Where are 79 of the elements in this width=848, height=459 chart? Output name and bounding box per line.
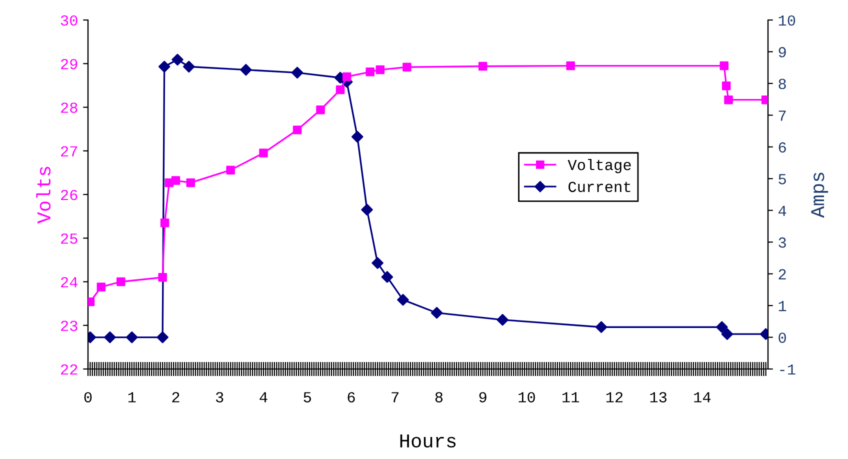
point — [291, 66, 304, 79]
y2-tick-label: 2 — [778, 269, 786, 280]
point — [372, 257, 384, 269]
y2-tick-label: 0 — [778, 332, 786, 343]
y-tick-label: 25 — [61, 233, 78, 244]
x-tick-label: 13 — [650, 392, 667, 402]
x-axis-title: Hours — [400, 434, 456, 448]
point — [158, 60, 170, 73]
y2-tick-label: 5 — [778, 174, 786, 184]
point — [566, 61, 575, 70]
y2-tick-label: 8 — [778, 78, 786, 90]
point — [496, 314, 508, 326]
x-tick-label: 1 — [128, 392, 136, 402]
y-tick-label: 26 — [61, 190, 78, 200]
point — [240, 64, 252, 76]
y2-tick-label: 1 — [778, 301, 786, 312]
point — [172, 54, 184, 66]
point — [595, 321, 608, 334]
point — [351, 130, 364, 143]
point — [156, 331, 168, 344]
point — [478, 62, 488, 71]
y2-tick-label: -1 — [780, 364, 796, 375]
point — [336, 85, 345, 94]
point — [160, 218, 170, 228]
point — [716, 321, 728, 334]
y2-tick-label: 6 — [778, 142, 786, 153]
point — [724, 95, 733, 104]
point — [402, 62, 412, 72]
y-axis-title: Volts — [36, 166, 51, 224]
y-tick-label: 30 — [60, 15, 78, 26]
y-tick-label: 22 — [61, 364, 78, 375]
point — [171, 176, 180, 185]
point — [397, 294, 409, 306]
y-tick-label: 29 — [61, 58, 78, 70]
point — [366, 68, 374, 76]
y-tick-label: 27 — [61, 146, 78, 156]
x-tick-label: 10 — [518, 392, 535, 402]
x-tick-label: 5 — [304, 392, 311, 402]
y2-tick-label: 10 — [778, 15, 796, 26]
x-tick-label: 0 — [84, 392, 92, 402]
y2-axis-title: Amps — [811, 172, 828, 218]
point — [721, 328, 734, 340]
y2-tick-label: 4 — [778, 206, 786, 216]
x-tick-label: 8 — [435, 392, 443, 402]
point — [361, 204, 373, 216]
x-tick-label: 14 — [694, 392, 711, 402]
point — [316, 106, 325, 114]
x-tick-label: 7 — [392, 392, 398, 402]
y2-tick-label: 9 — [778, 47, 786, 58]
point — [104, 331, 116, 344]
point — [158, 273, 167, 282]
point — [381, 271, 394, 283]
y2-tick-label: 3 — [778, 237, 786, 248]
point — [376, 65, 385, 74]
point — [126, 331, 138, 344]
point — [720, 61, 728, 70]
x-tick-label: 12 — [606, 392, 623, 402]
point — [722, 82, 731, 90]
y-tick-label: 24 — [61, 277, 78, 288]
point — [259, 148, 268, 158]
y-tick-label: 23 — [61, 320, 78, 332]
point — [292, 126, 302, 134]
point — [96, 282, 106, 292]
legend-label: Voltage — [568, 158, 631, 174]
x-tick-label: 9 — [479, 392, 486, 402]
y-tick-label: 28 — [61, 102, 78, 113]
x-tick-label: 6 — [348, 392, 355, 402]
x-tick-label: 11 — [562, 392, 580, 402]
point — [116, 277, 126, 286]
x-tick-label: 4 — [260, 392, 268, 402]
x-tick-label: 3 — [216, 392, 224, 402]
point — [226, 166, 235, 174]
point — [430, 306, 443, 319]
legend-label: Current — [568, 182, 630, 192]
point — [183, 60, 195, 73]
x-tick-label: 2 — [172, 392, 180, 402]
point — [342, 72, 352, 82]
point — [186, 178, 196, 188]
y2-tick-label: 7 — [778, 110, 786, 121]
